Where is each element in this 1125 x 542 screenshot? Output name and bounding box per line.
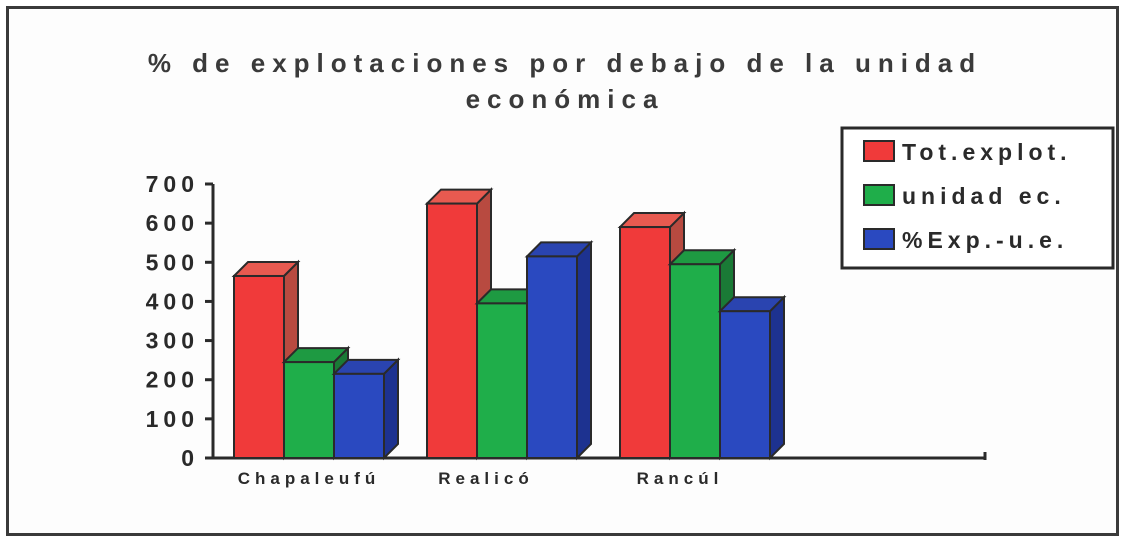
chart-title-line1: % de explotaciones por debajo de la unid… bbox=[148, 48, 982, 78]
category-label: Rancúl bbox=[637, 469, 724, 488]
legend-label: Tot.explot. bbox=[902, 139, 1072, 165]
bar-side bbox=[769, 294, 785, 461]
y-tick-label: 700 bbox=[146, 171, 199, 197]
legend-swatch bbox=[863, 140, 895, 162]
bar-side bbox=[383, 357, 399, 461]
bar bbox=[333, 372, 385, 460]
y-tick-label: 300 bbox=[146, 328, 199, 354]
y-tick-label: 500 bbox=[146, 249, 199, 275]
legend-swatch bbox=[863, 184, 895, 206]
legend-swatch bbox=[863, 228, 895, 250]
bar bbox=[283, 361, 335, 460]
bar bbox=[476, 302, 528, 459]
y-tick-label: 200 bbox=[146, 367, 199, 393]
y-tick-label: 400 bbox=[146, 288, 199, 314]
y-tick-label: 0 bbox=[181, 445, 199, 471]
bar bbox=[233, 274, 285, 459]
y-tick-label: 600 bbox=[146, 210, 199, 236]
y-tick-label: 100 bbox=[146, 406, 199, 432]
bar-side bbox=[576, 240, 592, 461]
category-label: Realicó bbox=[438, 469, 533, 488]
bar bbox=[669, 263, 721, 459]
chart-title-line2: económica bbox=[466, 84, 665, 114]
bar bbox=[719, 310, 771, 460]
category-label: Chapaleufú bbox=[238, 469, 381, 488]
legend-label: unidad ec. bbox=[902, 183, 1066, 209]
bar bbox=[526, 255, 578, 459]
legend-label: %Exp.-u.e. bbox=[902, 227, 1068, 253]
bar bbox=[426, 202, 478, 459]
bar bbox=[619, 226, 671, 459]
